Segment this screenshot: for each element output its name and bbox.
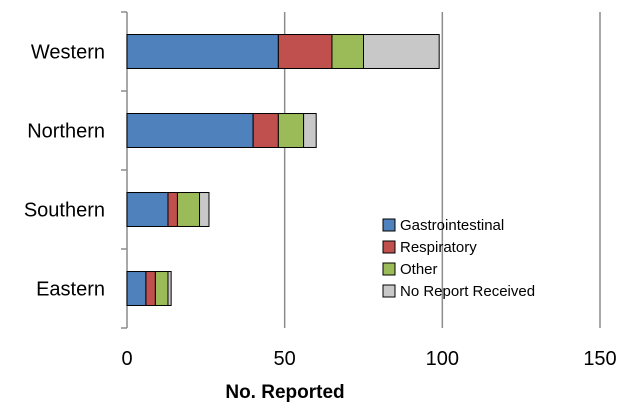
bar-southern-respiratory [167,192,178,227]
labels: 0 50 100 150 Western Northern Southern Eastern [24,42,617,371]
bar-eastern-respiratory [145,271,156,306]
bar-northern-no-report-received [303,113,317,148]
bar-southern-no-report-received [199,192,210,227]
bar-western-other [331,34,365,69]
x-tick-label: 150 [583,348,616,370]
legend-swatch [382,284,396,298]
category-label: Southern [24,200,105,222]
bar-southern-gastrointestinal [126,192,169,227]
legend-label: Respiratory [400,239,477,256]
bar-western-respiratory [277,34,333,69]
bar-northern-respiratory [252,113,279,148]
legend-label: Gastrointestinal [400,217,504,234]
bar-eastern-gastrointestinal [126,271,147,306]
bar-eastern-other [154,271,169,306]
bar-western-no-report-received [363,34,440,69]
axes [121,11,128,329]
x-tick-label: 50 [274,348,296,370]
x-tick-label: 100 [426,348,459,370]
x-axis-title: No. Reported [225,382,344,403]
legend-label: Other [400,261,438,278]
legend: Gastrointestinal Respiratory Other No Repor… [382,217,535,300]
bar-southern-other [176,192,201,227]
category-label: Eastern [36,279,105,301]
bar-northern-gastrointestinal [126,113,254,148]
category-label: Northern [27,121,105,143]
legend-swatch [382,218,396,232]
bar-western-gastrointestinal [126,34,279,69]
legend-swatch [382,240,396,254]
legend-swatch [382,262,396,276]
category-label: Western [31,42,105,64]
legend-label: No Report Received [400,283,535,300]
bar-eastern-no-report-received [167,271,172,306]
x-tick-label: 0 [121,348,132,370]
bars [126,34,440,306]
bar-northern-other [277,113,305,148]
